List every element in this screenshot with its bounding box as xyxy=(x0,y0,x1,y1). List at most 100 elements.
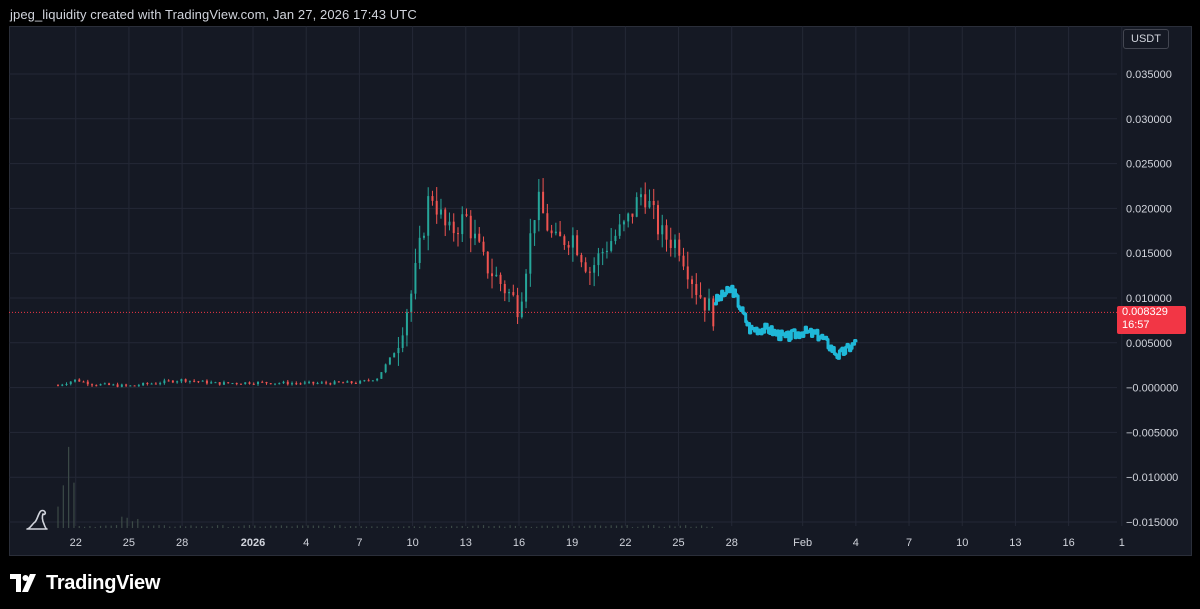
candle-body xyxy=(508,292,511,294)
volume-bar xyxy=(408,526,410,528)
volume-bar xyxy=(349,526,352,528)
candle-body xyxy=(235,383,238,385)
volume-bar xyxy=(392,526,394,528)
x-tick-label: 10 xyxy=(406,537,418,549)
candle-body xyxy=(197,381,200,383)
candle-body xyxy=(486,251,489,274)
candle-body xyxy=(201,380,204,382)
volume-bar xyxy=(227,526,229,528)
volume-bar xyxy=(461,525,463,528)
candle-body xyxy=(231,383,234,385)
y-tick-label: 0.010000 xyxy=(1126,293,1172,305)
candle-body xyxy=(656,205,659,235)
volume-bar xyxy=(318,525,320,528)
candle-body xyxy=(282,381,285,384)
candle-body xyxy=(354,382,357,384)
candle-body xyxy=(95,385,98,387)
volume-bar xyxy=(573,526,575,528)
candle-body xyxy=(393,353,396,358)
volume-bar xyxy=(328,526,330,528)
volume-bar xyxy=(126,517,128,528)
volume-bar xyxy=(541,525,543,528)
x-tick-label: 19 xyxy=(566,537,578,549)
candle-body xyxy=(82,381,85,383)
volume-bar xyxy=(509,525,511,528)
candle-body xyxy=(601,252,604,254)
candle-body xyxy=(712,298,715,327)
candle-body xyxy=(91,384,94,386)
candle-body xyxy=(635,197,638,217)
y-tick-label: 0.020000 xyxy=(1126,203,1172,215)
candle-body xyxy=(316,383,319,385)
volume-bar xyxy=(647,525,650,528)
candle-body xyxy=(571,235,574,248)
candle-body xyxy=(444,209,447,226)
volume-bar xyxy=(296,525,298,528)
volume-bar xyxy=(493,525,495,528)
candle-body xyxy=(239,383,242,385)
volume-bar xyxy=(674,526,676,528)
volume-bar xyxy=(711,526,713,528)
volume-bar xyxy=(482,525,485,528)
candle-body xyxy=(65,383,68,385)
candle-body xyxy=(137,385,140,387)
volume-bar xyxy=(653,525,655,528)
volume-bars xyxy=(57,446,713,528)
volume-bar xyxy=(142,525,144,528)
candle-body xyxy=(639,194,642,198)
currency-label[interactable]: USDT xyxy=(1123,29,1169,49)
candle-body xyxy=(227,382,230,384)
volume-bar xyxy=(435,526,437,528)
candle-body xyxy=(622,221,625,225)
candle-body xyxy=(661,225,664,235)
volume-bar xyxy=(110,525,112,528)
candle-body xyxy=(461,214,464,235)
volume-bar xyxy=(615,525,618,528)
candle-body xyxy=(299,383,302,385)
candle-body xyxy=(205,380,208,384)
chart-area[interactable] xyxy=(9,26,1192,556)
candle-body xyxy=(674,239,677,248)
candle-body xyxy=(384,364,387,373)
price-chart[interactable]: 0.035000 0.030000 0.025000 0.020000 0.015000… xyxy=(9,26,1192,556)
y-tick-label: −0.005000 xyxy=(1126,427,1178,439)
candles xyxy=(57,178,715,388)
candle-body xyxy=(388,357,391,365)
volume-bar xyxy=(169,526,171,528)
candle-body xyxy=(482,241,485,252)
candle-body xyxy=(537,191,540,221)
volume-bar xyxy=(339,525,341,528)
candle-body xyxy=(499,274,502,284)
x-tick-label: 16 xyxy=(1062,537,1074,549)
candle-body xyxy=(546,213,549,231)
candle-body xyxy=(142,383,145,386)
candle-body xyxy=(312,381,315,384)
candle-body xyxy=(427,196,430,236)
volume-bar xyxy=(105,525,107,528)
volume-bar xyxy=(94,526,96,528)
y-tick-label: −0.010000 xyxy=(1126,472,1178,484)
volume-bar xyxy=(270,525,272,528)
volume-bar xyxy=(599,525,602,528)
volume-bar xyxy=(365,526,368,528)
brand-name: TradingView xyxy=(46,571,161,594)
volume-bar xyxy=(333,525,336,528)
candle-body xyxy=(333,381,336,385)
candle-body xyxy=(410,293,413,313)
candle-body xyxy=(533,220,536,234)
volume-bar xyxy=(583,525,586,528)
price-countdown: 16:57 xyxy=(1122,319,1150,331)
volume-bar xyxy=(121,516,123,528)
candle-body xyxy=(418,237,421,263)
candle-body xyxy=(61,384,64,386)
volume-bar xyxy=(679,525,681,528)
x-tick-label: 1 xyxy=(1119,537,1125,549)
candle-body xyxy=(133,385,136,387)
candle-body xyxy=(495,274,498,277)
volume-bar xyxy=(552,526,554,528)
x-tick-label: 7 xyxy=(356,537,362,549)
candle-body xyxy=(176,381,179,383)
volume-bar xyxy=(89,526,91,528)
candle-body xyxy=(610,241,613,251)
x-tick-label: Feb xyxy=(793,537,812,549)
